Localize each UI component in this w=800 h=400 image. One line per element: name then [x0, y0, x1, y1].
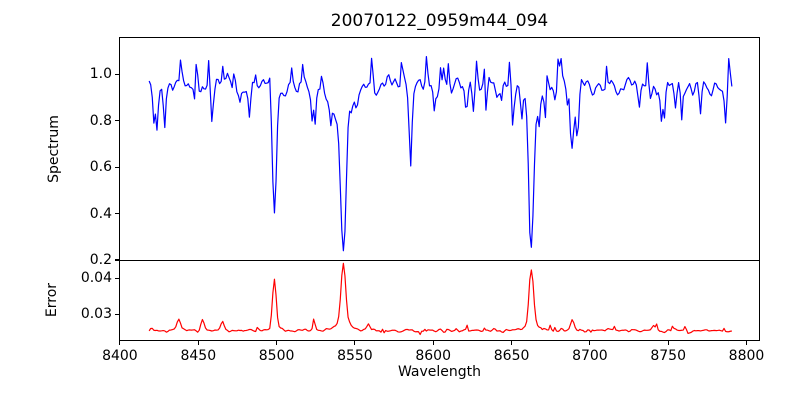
y-tick	[115, 313, 119, 315]
x-tick-label: 8750	[650, 348, 687, 364]
x-tick-label: 8600	[415, 348, 452, 364]
wavelength-axis-label: Wavelength	[397, 364, 482, 380]
error-axis-label: Error	[44, 282, 60, 318]
spectrum-panel	[119, 37, 760, 260]
x-tick-label: 8450	[180, 348, 217, 364]
y-tick	[115, 73, 119, 75]
x-tick	[511, 341, 513, 345]
error-plot-area	[148, 262, 732, 336]
spectrum-axis-label: Spectrum	[46, 115, 62, 183]
y-tick-label: 0.6	[89, 159, 112, 176]
y-tick	[115, 212, 119, 215]
x-tick-label: 8700	[572, 348, 608, 364]
y-tick	[115, 277, 119, 279]
y-tick-label: 1.0	[89, 66, 112, 83]
error-panel	[119, 260, 760, 341]
x-tick	[119, 341, 121, 345]
error-line	[148, 262, 732, 336]
x-tick-label: 8550	[337, 348, 373, 364]
y-tick-label: 0.8	[89, 112, 112, 129]
spectrum-plot-area	[148, 55, 733, 252]
y-tick	[115, 120, 119, 122]
y-tick-label: 0.03	[80, 306, 112, 323]
y-tick	[115, 166, 119, 168]
x-tick	[197, 341, 199, 345]
spectrum-line	[148, 55, 733, 252]
x-tick-label: 8800	[728, 348, 765, 364]
x-tick-label: 8500	[258, 348, 295, 364]
x-tick	[354, 341, 356, 345]
x-tick-label: 8400	[102, 348, 138, 364]
y-tick-label: 0.4	[89, 205, 112, 222]
x-tick	[745, 341, 748, 345]
y-tick-label: 0.2	[89, 252, 112, 268]
x-tick	[667, 341, 669, 345]
x-tick	[432, 341, 434, 345]
x-tick	[276, 341, 278, 345]
y-tick	[115, 259, 119, 261]
x-tick	[589, 341, 591, 345]
x-tick-label: 8650	[493, 348, 530, 364]
plot-title: 20070122_0959m44_094	[330, 11, 549, 31]
y-tick-label: 0.04	[80, 270, 112, 287]
